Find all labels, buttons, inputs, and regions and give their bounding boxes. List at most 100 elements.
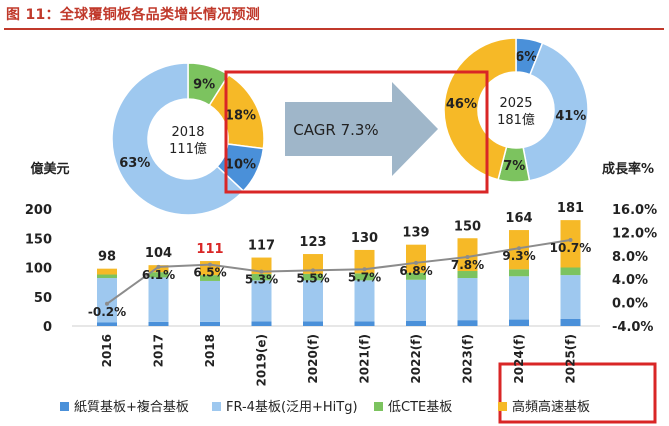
growth-label: 5.3% <box>245 273 278 287</box>
bar-total-label: 123 <box>299 235 326 250</box>
bar-segment <box>354 273 375 281</box>
growth-label: 5.5% <box>296 271 329 285</box>
y2-tick-label: -4.0% <box>612 320 653 335</box>
bar-segment <box>457 271 478 279</box>
bar-segment <box>509 269 529 277</box>
bar-segment <box>509 319 529 326</box>
bar-segment <box>406 244 426 273</box>
bar-segment <box>97 274 117 279</box>
growth-label: 6.5% <box>193 266 226 280</box>
legend-label: 紙質基板+複合基板 <box>74 399 189 415</box>
bar-total-label: 117 <box>248 239 275 254</box>
bar-total-label: 150 <box>454 219 481 234</box>
y2-tick-label: 8.0% <box>612 250 648 265</box>
growth-line <box>106 239 571 305</box>
bar-total-label: 164 <box>505 211 532 226</box>
bar-segment <box>303 273 323 281</box>
bar-segment <box>354 280 375 322</box>
bar-segment <box>406 279 426 321</box>
growth-label: 6.1% <box>142 268 175 282</box>
donut-center-total: 111億 <box>169 141 207 157</box>
slice-label: 46% <box>446 97 477 112</box>
growth-label: 6.8% <box>399 264 432 278</box>
growth-point <box>156 264 161 269</box>
slice-label: 10% <box>225 158 256 173</box>
legend-label: FR-4基板(泛用+HiTg) <box>226 400 358 415</box>
legend-swatch <box>498 402 507 411</box>
bar-segment <box>303 321 323 326</box>
legend-label: 低CTE基板 <box>388 400 452 415</box>
bar-segment <box>97 268 117 275</box>
bar-segment <box>251 273 272 281</box>
legend-swatch <box>60 402 69 411</box>
slice-label: 18% <box>225 108 256 123</box>
bar-total-label: 139 <box>402 226 429 241</box>
cagr-arrow <box>285 82 438 176</box>
bar-segment <box>457 320 478 326</box>
donut-center-year: 2018 <box>171 125 204 140</box>
x-tick-label: 2020(f) <box>306 334 320 384</box>
bar-segment <box>560 220 581 268</box>
y2-tick-label: 12.0% <box>612 226 657 241</box>
x-tick-label: 2017 <box>152 334 166 367</box>
donut-center-total: 181億 <box>497 112 535 128</box>
bar-segment <box>354 249 375 274</box>
bar-total-label: 181 <box>557 201 584 216</box>
growth-point <box>311 268 315 273</box>
bar-segment <box>200 275 220 281</box>
bar-segment <box>303 280 323 322</box>
bar-segment <box>97 322 117 326</box>
growth-point <box>259 269 264 274</box>
growth-point <box>208 262 212 267</box>
highlight-box-high-freq <box>498 362 657 424</box>
growth-label: -0.2% <box>88 305 126 319</box>
bar-segment <box>457 238 478 272</box>
title-rule <box>4 28 664 30</box>
x-tick-label: 2024(f) <box>512 334 526 384</box>
growth-label: 9.3% <box>502 249 535 263</box>
y-tick-label: 100 <box>25 262 52 277</box>
bar-segment <box>148 277 169 322</box>
highlight-box-cagr <box>224 70 489 194</box>
growth-label: 7.8% <box>451 258 484 272</box>
y2-axis-label: 成長率% <box>602 161 654 177</box>
donut-slice <box>111 62 245 216</box>
x-tick-label: 2025(f) <box>564 334 578 384</box>
bar-segment <box>560 318 581 326</box>
y-tick-label: 0 <box>43 320 52 335</box>
bar-segment <box>148 272 169 278</box>
cagr-label: CAGR 7.3% <box>293 121 378 139</box>
growth-point <box>517 246 521 251</box>
growth-point <box>362 267 367 272</box>
x-tick-label: 2021(f) <box>358 334 372 384</box>
bar-segment <box>148 321 169 326</box>
bar-segment <box>560 267 581 276</box>
growth-label: 5.7% <box>348 270 381 284</box>
x-tick-label: 2018 <box>203 334 217 367</box>
bar-segment <box>560 275 581 319</box>
legend-label: 高頻高速基板 <box>512 399 590 415</box>
bar-segment <box>457 278 478 321</box>
y2-tick-label: 0.0% <box>612 297 648 312</box>
growth-point <box>465 254 470 259</box>
growth-label: 10.7% <box>550 241 592 255</box>
legend-swatch <box>212 402 221 411</box>
growth-point <box>105 301 109 306</box>
bar-segment <box>97 278 117 323</box>
bar-segment <box>303 254 323 274</box>
bar-segment <box>200 321 220 326</box>
slice-label: 7% <box>503 159 525 174</box>
bar-segment <box>509 276 529 320</box>
bar-segment <box>251 280 272 322</box>
bar-segment <box>200 280 220 322</box>
slice-label: 9% <box>193 77 215 92</box>
bar-segment <box>406 320 426 326</box>
y-axis-label: 億美元 <box>30 161 69 177</box>
x-tick-label: 2016 <box>100 334 114 367</box>
bar-total-label: 104 <box>145 246 172 261</box>
y-tick-label: 150 <box>25 232 52 247</box>
figure-title: 图 11：全球覆铜板各品类增长情况预测 <box>6 7 261 23</box>
